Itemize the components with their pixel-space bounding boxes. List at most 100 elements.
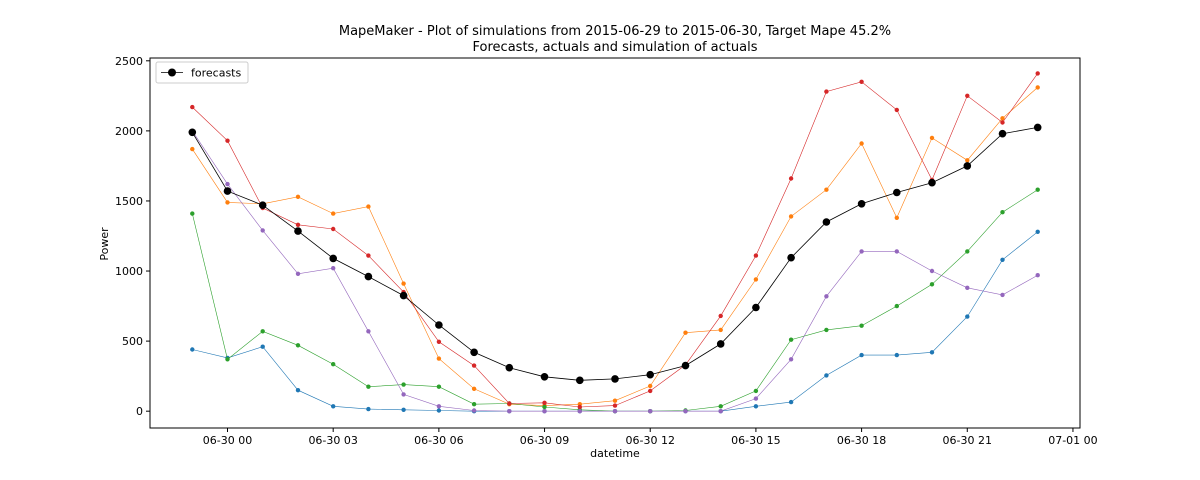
simulation-series-2-point xyxy=(718,327,723,333)
simulation-series-2-point xyxy=(225,200,230,205)
axes-frame xyxy=(149,57,1081,429)
x-tick-label: 06-30 00 xyxy=(203,434,252,447)
simulation-series-4-point xyxy=(542,400,547,405)
simulation-series-1-point xyxy=(331,404,336,409)
simulation-series-5-point xyxy=(471,408,477,413)
x-axis-label: datetime xyxy=(590,447,640,460)
simulation-series-2-point xyxy=(753,277,759,282)
forecasts-point xyxy=(857,200,866,208)
simulation-series-2-point xyxy=(1035,85,1040,90)
simulation-series-4-point xyxy=(824,89,829,94)
simulation-series-2-point xyxy=(929,135,935,141)
simulation-series-2-point xyxy=(436,356,442,361)
y-tick-label: 2500 xyxy=(115,55,143,68)
simulation-series-3-point xyxy=(965,249,970,254)
simulation-series-1-point xyxy=(824,373,829,378)
simulation-series-2-point xyxy=(471,386,477,391)
simulation-series-5-point xyxy=(331,266,336,271)
simulation-series-3-point xyxy=(788,337,794,342)
y-tick-label: 1000 xyxy=(115,265,143,278)
forecasts-series-line xyxy=(191,127,1038,381)
simulation-series-5-point xyxy=(894,249,899,254)
simulation-series-3-point xyxy=(929,282,935,287)
simulation-series-1-point xyxy=(965,314,970,319)
forecasts-point xyxy=(681,361,690,370)
chart-title: MapeMaker - Plot of simulations from 201… xyxy=(339,24,891,39)
simulation-series-3-point xyxy=(824,327,829,333)
simulation-series-5-point xyxy=(542,409,547,414)
simulation-series-2-point xyxy=(859,141,864,146)
simulation-series-5-point xyxy=(436,404,442,409)
simulation-series-1-point xyxy=(366,406,371,412)
simulation-series-5-point xyxy=(577,409,582,414)
simulation-series-1-point xyxy=(894,352,899,358)
forecasts-point xyxy=(787,253,795,262)
simulation-series-4-point xyxy=(577,404,582,410)
forecasts-point xyxy=(294,227,302,235)
simulation-series-5-point xyxy=(753,396,759,401)
forecasts-point xyxy=(258,201,267,209)
simulation-series-5-point xyxy=(1035,273,1040,278)
simulation-series-1-point xyxy=(1000,257,1005,262)
forecasts-point xyxy=(963,162,972,170)
simulation-series-5-point xyxy=(718,409,723,414)
simulation-series-5-point xyxy=(648,409,653,414)
forecasts-point xyxy=(893,188,901,197)
forecasts-point xyxy=(399,291,408,300)
simulation-series-1-point xyxy=(788,399,794,405)
forecasts-point xyxy=(505,363,514,372)
simulation-series-1-point xyxy=(753,404,759,409)
simulation-series-5-point xyxy=(683,409,688,414)
legend-forecasts-label: forecasts xyxy=(191,67,241,80)
simulation-series-4-point xyxy=(1000,120,1005,125)
simulation-series-3-point xyxy=(436,384,442,389)
simulation-series-1-point xyxy=(1035,229,1040,234)
forecasts-point xyxy=(223,187,232,195)
simulation-series-5-point xyxy=(1000,292,1005,298)
forecasts-point xyxy=(364,272,373,281)
simulation-series-3-point xyxy=(859,323,864,328)
x-tick-label: 07-01 00 xyxy=(1048,434,1097,447)
simulation-series-1-point xyxy=(190,347,195,352)
simulation-series-3-point xyxy=(401,382,406,387)
simulation-series-4-point xyxy=(753,253,759,258)
x-tick-label: 06-30 21 xyxy=(943,434,992,447)
simulation-series-4-point xyxy=(894,107,899,113)
simulation-series-4-point xyxy=(612,403,618,408)
simulation-series-2-point xyxy=(331,211,336,216)
simulation-series-3-point xyxy=(753,388,759,394)
forecasts-point xyxy=(1033,123,1042,132)
simulation-series-3-point xyxy=(260,329,265,334)
y-tick-label: 500 xyxy=(122,335,143,348)
simulation-series-3-point xyxy=(542,404,547,410)
simulation-series-2-point xyxy=(366,204,371,209)
simulation-series-3-point xyxy=(190,211,195,216)
forecasts-point xyxy=(928,178,936,187)
y-tick-label: 1500 xyxy=(115,195,143,208)
simulation-series-5-point xyxy=(965,285,970,290)
simulation-series-1-point xyxy=(929,350,935,355)
simulation-series-4-point xyxy=(965,93,970,99)
simulation-series-4-point xyxy=(859,79,864,85)
simulation-series-2-point xyxy=(683,330,688,335)
simulation-series-2-point xyxy=(401,281,406,286)
simulation-series-2-point xyxy=(190,146,195,152)
simulation-series-5-point xyxy=(824,294,829,299)
y-tick-label: 2000 xyxy=(115,125,143,138)
simulation-series-2-point xyxy=(824,187,829,192)
simulation-series-4-point xyxy=(718,313,723,319)
simulation-series-2-point xyxy=(965,158,970,163)
simulation-series-4-point xyxy=(295,222,301,227)
simulation-series-2-point xyxy=(788,214,794,219)
simulation-series-5-point xyxy=(612,409,618,414)
simulation-series-3-point xyxy=(1000,210,1005,215)
simulation-series-4-point xyxy=(788,176,794,181)
simulation-series-5-point xyxy=(507,409,512,414)
legend-forecasts-marker xyxy=(168,68,176,77)
forecasts-point xyxy=(576,376,584,385)
forecasts-point xyxy=(998,129,1007,138)
simulation-series-5-point xyxy=(295,271,301,276)
simulation-series-2-point xyxy=(894,215,899,220)
chart-subtitle: Forecasts, actuals and simulation of act… xyxy=(473,40,758,55)
simulation-series-4-point xyxy=(331,226,336,232)
